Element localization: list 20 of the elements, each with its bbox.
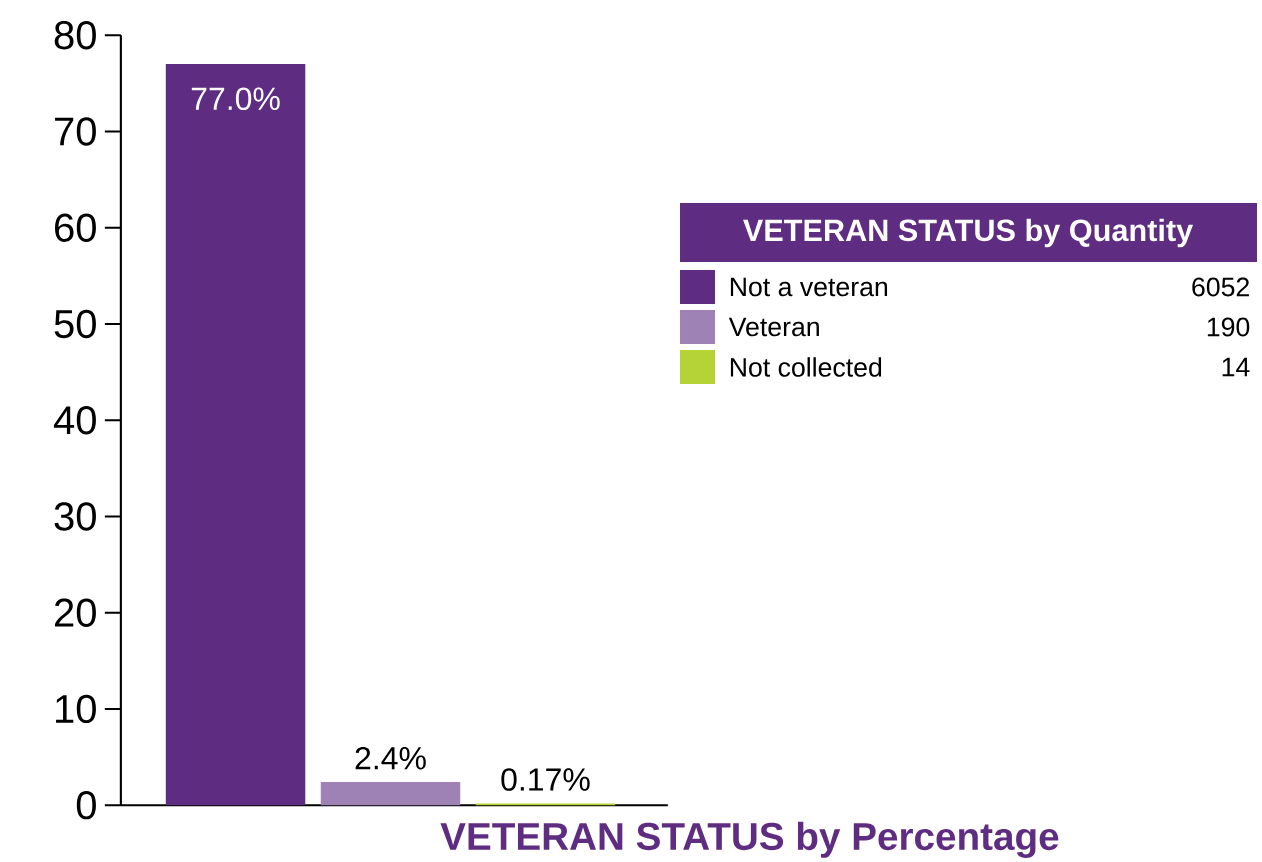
text: 14 (1222, 357, 1250, 376)
text: 6052 (1192, 277, 1249, 297)
y-tick-label: 30 (54, 502, 96, 531)
y-tick-label: 80 (54, 20, 96, 50)
legend-label: Veteran (728, 317, 819, 337)
data-label: 2.4% (355, 746, 426, 770)
y-tick-label: 70 (55, 117, 96, 146)
data-label: 77.0% (191, 87, 280, 110)
data-label: 0.17% (501, 768, 590, 791)
legend-label: Not a veteran (730, 277, 888, 297)
legend-title: VETERAN STATUS by Quantity (743, 218, 1194, 248)
legend-label: Not collected (730, 357, 882, 377)
text: 190 (1207, 317, 1250, 337)
y-tick-label: 10 (56, 694, 96, 723)
y-tick-label: 20 (55, 598, 96, 627)
x-axis-title: VETERAN STATUS by Percentage (440, 821, 1059, 858)
y-tick-label: 50 (54, 309, 96, 338)
y-tick-label: 0 (76, 790, 96, 820)
y-tick-label: 60 (55, 213, 96, 242)
y-tick-label: 40 (53, 405, 96, 435)
